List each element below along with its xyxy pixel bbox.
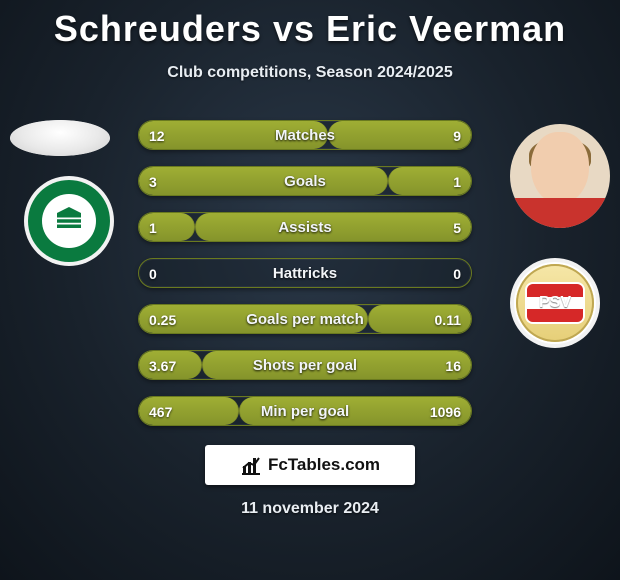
- stat-value-right: 9: [443, 121, 471, 150]
- stat-value-left: 0: [139, 259, 167, 288]
- player-right-avatar: [510, 124, 610, 228]
- stat-value-right: 1096: [420, 397, 471, 426]
- stat-value-right: 1: [443, 167, 471, 196]
- player-left-avatar: [10, 120, 110, 156]
- comparison-stage: PSV 129Matches31Goals15Assists00Hattrick…: [0, 100, 620, 445]
- stat-value-right: 16: [435, 351, 471, 380]
- stat-value-right: 0.11: [425, 305, 471, 334]
- club-badge-left-inner: [42, 194, 96, 248]
- brand-badge: FcTables.com: [205, 445, 415, 485]
- stat-value-left: 12: [139, 121, 175, 150]
- stat-value-right: 0: [443, 259, 471, 288]
- stat-fill-right: [195, 213, 471, 241]
- stat-value-left: 1: [139, 213, 167, 242]
- club-badge-left: [24, 176, 114, 266]
- stat-row: 4671096Min per goal: [138, 396, 472, 426]
- stat-fill-right: [202, 351, 471, 379]
- brand-chart-icon: [240, 454, 262, 476]
- stat-row: 15Assists: [138, 212, 472, 242]
- stat-value-left: 467: [139, 397, 182, 426]
- club-badge-left-outer: [28, 180, 110, 262]
- brand-text: FcTables.com: [268, 455, 380, 475]
- page-title: Schreuders vs Eric Veerman: [0, 0, 620, 50]
- stat-row: 129Matches: [138, 120, 472, 150]
- stat-value-left: 3.67: [139, 351, 186, 380]
- club-badge-right: PSV: [510, 258, 600, 348]
- avatar-jersey: [510, 198, 610, 228]
- subtitle: Club competitions, Season 2024/2025: [0, 64, 620, 82]
- stat-row: 0.250.11Goals per match: [138, 304, 472, 334]
- club-badge-right-outer: PSV: [516, 264, 594, 342]
- stat-row: 31Goals: [138, 166, 472, 196]
- stat-bars: 129Matches31Goals15Assists00Hattricks0.2…: [138, 120, 472, 442]
- club-right-label: PSV: [539, 294, 571, 312]
- date-text: 11 november 2024: [0, 500, 620, 518]
- stat-row: 0 0Hattricks: [138, 258, 472, 288]
- stat-value-left: 0.25: [139, 305, 186, 334]
- stat-value-left: 3: [139, 167, 167, 196]
- avatar-face: [531, 132, 589, 204]
- stat-value-right: 5: [443, 213, 471, 242]
- club-left-icon: [50, 202, 88, 240]
- stat-label: Hattricks: [139, 259, 471, 288]
- stat-row: 3.6716Shots per goal: [138, 350, 472, 380]
- stat-fill-left: [139, 167, 388, 195]
